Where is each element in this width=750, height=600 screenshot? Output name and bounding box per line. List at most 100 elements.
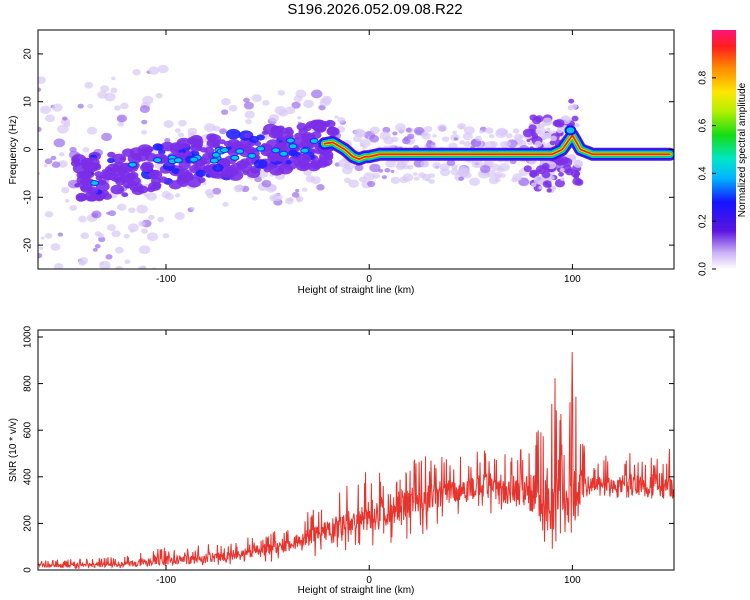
spectrogram-speckle bbox=[57, 124, 69, 134]
spectrogram-cluster bbox=[218, 159, 227, 166]
spectrogram-cluster bbox=[574, 171, 581, 177]
spectrogram-speckle bbox=[221, 109, 229, 115]
colorbar-label: Normalized spectral amplitude bbox=[737, 82, 748, 217]
spectrogram-speckle bbox=[57, 232, 64, 237]
spectrogram-speckle bbox=[499, 163, 510, 172]
spectrogram-speckle bbox=[479, 164, 491, 174]
spectrogram-ylabel: Frequency (Hz) bbox=[8, 116, 19, 185]
spectrogram-speckle bbox=[479, 129, 484, 134]
spectrogram-cluster bbox=[572, 177, 582, 186]
spectrogram-speckle bbox=[354, 164, 364, 172]
spectrogram-cluster bbox=[186, 137, 197, 144]
spectrogram-speckle bbox=[343, 177, 351, 184]
spectrogram-cluster bbox=[561, 157, 573, 167]
colorbar-tick-label: 0.0 bbox=[698, 262, 709, 276]
spectrogram-cluster bbox=[542, 180, 552, 188]
spectrogram-speckle bbox=[38, 126, 42, 132]
spectrogram-highlight bbox=[256, 145, 266, 152]
spectrogram-speckle bbox=[97, 91, 108, 99]
spectrogram-cluster bbox=[110, 184, 125, 195]
spectrogram-speckle bbox=[114, 105, 121, 111]
x-tick-label: 0 bbox=[366, 575, 372, 586]
spectrogram-speckle bbox=[61, 186, 70, 194]
spectrogram-cluster bbox=[85, 157, 100, 168]
spectrogram-speckle bbox=[390, 169, 395, 173]
spectrogram-speckle bbox=[251, 94, 262, 103]
spectrogram-speckle bbox=[426, 139, 433, 144]
spectrogram-cluster bbox=[317, 156, 326, 163]
spectrogram-speckle bbox=[274, 105, 287, 115]
spectrogram-speckle bbox=[187, 127, 198, 136]
spectrogram-cluster bbox=[571, 104, 578, 110]
spectrogram-cluster bbox=[562, 164, 573, 174]
spectrogram-speckle bbox=[92, 247, 98, 252]
spectrogram-cluster bbox=[541, 162, 550, 170]
spectrogram-speckle bbox=[111, 76, 116, 81]
spectrogram-speckle bbox=[484, 141, 497, 150]
spectrogram-highlight bbox=[288, 143, 298, 150]
spectrogram-speckle bbox=[251, 196, 258, 201]
spectrogram-speckle bbox=[105, 254, 113, 260]
spectrogram-speckle bbox=[44, 158, 53, 165]
spectrogram-speckle bbox=[163, 120, 174, 128]
spectrogram-cluster bbox=[554, 159, 562, 165]
spectrogram-speckle bbox=[420, 160, 430, 168]
spectrogram-speckle bbox=[412, 172, 418, 176]
spectrogram-speckle bbox=[319, 97, 331, 107]
spectrogram-speckle bbox=[512, 128, 520, 134]
spectrogram-highlight bbox=[219, 147, 229, 154]
colorbar-gradient bbox=[712, 30, 736, 269]
spectrogram-speckle bbox=[94, 244, 101, 249]
spectrogram-speckle bbox=[451, 164, 458, 170]
spectrogram-speckle bbox=[115, 265, 123, 269]
colorbar: 0.0 0.2 0.4 0.6 0.8 Normalized spectral ampl… bbox=[698, 30, 748, 276]
spectrogram-speckle bbox=[402, 173, 414, 182]
x-tick-label: 0 bbox=[366, 274, 372, 285]
spectrogram-cluster bbox=[526, 138, 531, 142]
spectrogram-speckle bbox=[99, 260, 111, 269]
spectrogram-speckle bbox=[141, 119, 148, 125]
spectrogram-speckle bbox=[424, 125, 433, 133]
spectrogram-cluster bbox=[79, 183, 90, 191]
y-tick-label: 400 bbox=[23, 468, 34, 485]
spectrogram-speckle bbox=[379, 131, 391, 141]
spectrogram-speckle bbox=[44, 232, 53, 239]
spectrogram-speckle bbox=[501, 129, 509, 135]
spectrogram-cluster bbox=[538, 185, 543, 190]
spectrogram-speckle bbox=[91, 210, 102, 219]
spectrogram-cluster bbox=[296, 123, 308, 131]
spectrogram-speckle bbox=[141, 129, 147, 135]
spectrogram-speckle bbox=[310, 89, 323, 99]
spectrogram-cluster bbox=[538, 169, 542, 173]
spectrogram-cluster bbox=[171, 167, 181, 175]
spectrogram-cluster bbox=[288, 149, 298, 157]
spectrogram-xlabel: Height of straight line (km) bbox=[298, 285, 415, 296]
spectrogram-speckle bbox=[40, 236, 45, 240]
spectrogram-speckle bbox=[446, 159, 456, 167]
y-tick-label: 200 bbox=[23, 515, 34, 532]
spectrogram-speckle bbox=[82, 147, 90, 153]
spectrogram-speckle bbox=[139, 105, 151, 114]
spectrogram-speckle bbox=[84, 81, 94, 89]
spectrogram-cluster bbox=[558, 171, 564, 177]
spectrogram-speckle bbox=[359, 143, 365, 148]
spectrogram-cluster bbox=[550, 176, 555, 180]
x-tick-label: -100 bbox=[156, 575, 176, 586]
spectrogram-cluster bbox=[154, 182, 162, 188]
spectrogram-speckle bbox=[77, 103, 84, 109]
spectrogram-cluster bbox=[121, 168, 127, 173]
spectrogram-speckle bbox=[116, 114, 128, 123]
spectrogram-speckle bbox=[398, 128, 405, 134]
spectrogram-speckle bbox=[174, 128, 181, 133]
spectrogram-speckle bbox=[432, 134, 437, 138]
spectrogram-cluster bbox=[86, 186, 99, 195]
spectrogram-speckle bbox=[120, 102, 129, 110]
spectrogram-cluster bbox=[240, 158, 249, 165]
spectrogram-speckle bbox=[405, 127, 412, 133]
spectrogram-cluster bbox=[176, 177, 187, 185]
spectrogram-cluster bbox=[243, 132, 252, 139]
spectrogram-cluster bbox=[79, 178, 88, 185]
